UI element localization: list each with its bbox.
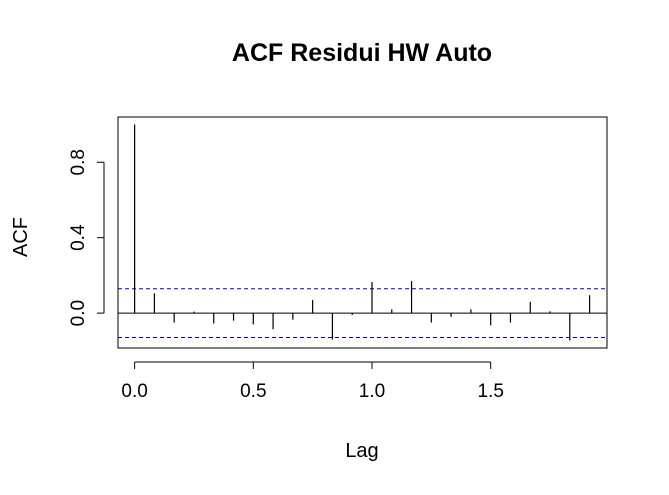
y-tick-label: 0.0 bbox=[68, 300, 89, 326]
x-tick-label: 0.5 bbox=[240, 381, 266, 402]
x-axis-label: Lag bbox=[345, 440, 378, 462]
x-tick-label: 1.5 bbox=[477, 381, 503, 402]
chart-title: ACF Residui HW Auto bbox=[232, 39, 492, 67]
y-axis: 0.0 0.4 0.8 bbox=[68, 149, 105, 326]
y-axis-label: ACF bbox=[10, 217, 32, 257]
y-tick-label: 0.4 bbox=[68, 224, 89, 251]
plot-frame bbox=[117, 116, 608, 349]
plot-area bbox=[117, 116, 608, 349]
x-tick-label: 0.0 bbox=[121, 381, 147, 402]
x-tick-label: 1.0 bbox=[359, 381, 385, 402]
x-axis: 0.0 0.5 1.0 1.5 bbox=[121, 361, 504, 402]
y-tick-label: 0.8 bbox=[68, 149, 89, 175]
